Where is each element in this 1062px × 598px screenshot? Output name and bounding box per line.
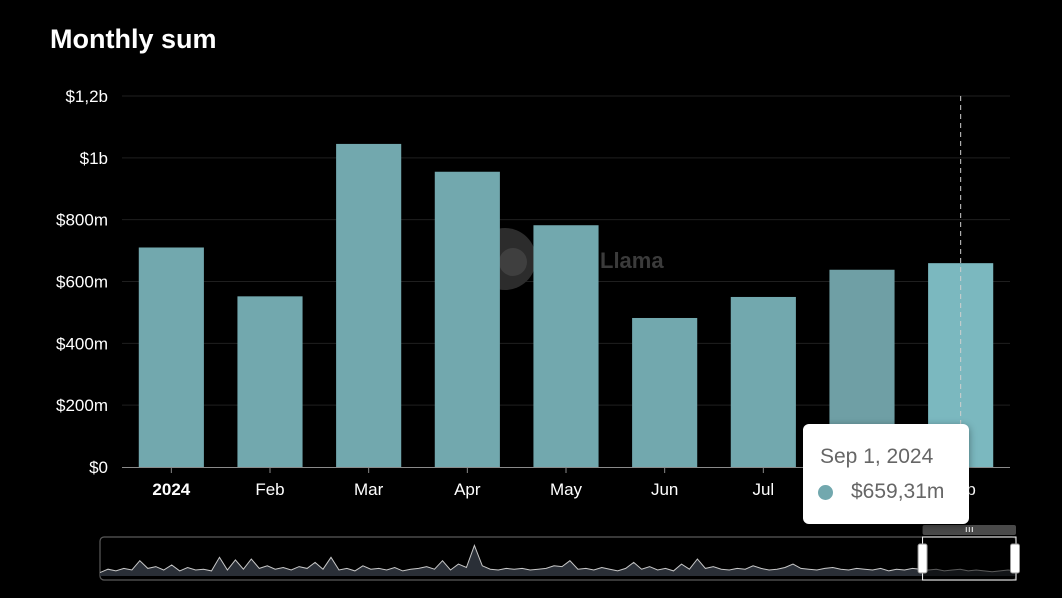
y-tick-label: $400m <box>56 334 108 353</box>
bar-may[interactable] <box>533 225 599 467</box>
x-tick-label: Apr <box>454 480 481 499</box>
bar-feb[interactable] <box>237 296 303 467</box>
bar-2024[interactable] <box>138 247 204 467</box>
tooltip-series-dot <box>818 484 833 500</box>
watermark-text: Llama <box>600 248 664 273</box>
y-tick-label: $800m <box>56 211 108 230</box>
x-tick-label: Jun <box>651 480 678 499</box>
slider-selection[interactable] <box>922 536 1017 581</box>
bar-mar[interactable] <box>336 143 402 467</box>
y-tick-label: $1b <box>80 149 108 168</box>
slider-left-handle[interactable] <box>917 543 928 574</box>
x-tick-label: Jul <box>752 480 774 499</box>
slider-sparkline-area <box>100 545 1016 576</box>
tooltip-value: $659,31m <box>851 480 945 503</box>
y-tick-label: $0 <box>89 458 108 477</box>
chart-title: Monthly sum <box>50 24 217 54</box>
y-tick-label: $200m <box>56 396 108 415</box>
bar-jul[interactable] <box>730 296 796 467</box>
tooltip-date: Sep 1, 2024 <box>820 445 934 468</box>
data-zoom-slider[interactable] <box>99 525 1020 581</box>
bar-jun[interactable] <box>632 317 698 467</box>
x-tick-label: Feb <box>255 480 284 499</box>
tooltip-row: $659,31m <box>818 480 944 504</box>
x-tick-label: Mar <box>354 480 384 499</box>
x-tick-label: 2024 <box>152 480 190 499</box>
x-tick-label: May <box>550 480 583 499</box>
bars <box>138 143 994 467</box>
watermark-logo-face <box>499 248 527 276</box>
bar-apr[interactable] <box>434 171 500 467</box>
slider-sparkline <box>99 543 1017 574</box>
slider-right-handle[interactable] <box>1010 543 1020 574</box>
y-tick-label: $600m <box>56 273 108 292</box>
chart-tooltip: Sep 1, 2024 $659,31m <box>803 424 969 524</box>
y-tick-label: $1,2b <box>65 87 108 106</box>
y-axis: $0 $200m $400m $600m $800m $1b $1,2b <box>56 87 108 477</box>
